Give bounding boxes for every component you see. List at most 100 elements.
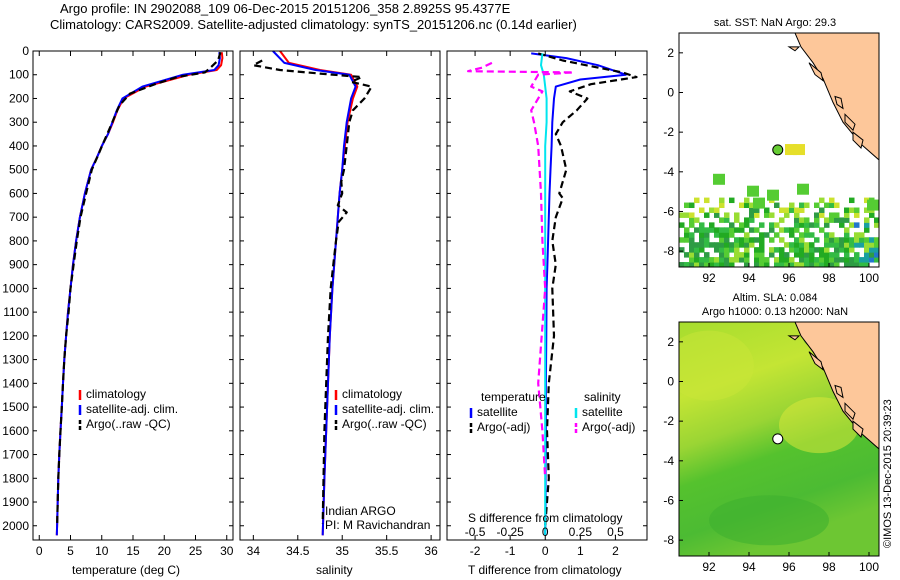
sst-pixel xyxy=(699,242,705,248)
sst-pixel xyxy=(824,222,830,228)
sst-pixel xyxy=(684,212,690,218)
series-line-argo-raw-qc- xyxy=(56,51,222,526)
y-tick-label: 200 xyxy=(9,91,29,105)
sst-pixel xyxy=(754,237,760,243)
sst-pixel xyxy=(684,262,690,267)
sst-pixel xyxy=(829,232,835,238)
x-tick-label: 35.5 xyxy=(375,544,399,558)
x-tick-label: 0 xyxy=(36,544,43,558)
sst-pixel xyxy=(794,247,800,253)
sst-pixel xyxy=(759,222,765,228)
sst-pixel xyxy=(867,199,879,211)
sst-map-panel: 92 94 96 98 100 -8 -6 -4 -2 0 2 xyxy=(663,32,880,285)
sst-pixel xyxy=(854,232,860,238)
sst-pixel xyxy=(774,257,780,263)
sst-pixel xyxy=(789,202,795,209)
sst-pixel xyxy=(849,262,855,267)
sst-pixel xyxy=(849,207,855,213)
sst-pixel xyxy=(759,262,765,267)
sst-pixel xyxy=(834,242,840,248)
sst-pixel xyxy=(744,247,750,253)
sst-pixel xyxy=(859,262,865,267)
sst-pixel xyxy=(834,217,840,223)
sst-pixel xyxy=(734,217,740,223)
sst-pixel xyxy=(704,197,710,204)
sst-pixel xyxy=(719,247,725,253)
sst-pixel xyxy=(704,257,710,263)
sst-pixel xyxy=(744,217,750,223)
sst-pixel xyxy=(849,247,855,253)
sst-pixel xyxy=(739,252,745,258)
sst-pixel xyxy=(824,242,830,248)
sst-pixel xyxy=(679,247,685,253)
sst-pixel xyxy=(694,217,700,223)
sst-pixel xyxy=(789,247,795,253)
sst-pixel xyxy=(694,257,700,263)
legend-label: satellite-adj. clim. xyxy=(342,402,434,416)
sst-pixel xyxy=(809,242,815,248)
sst-pixel xyxy=(799,257,805,263)
sst-pixel xyxy=(714,207,720,213)
map-x-tick-label: 98 xyxy=(822,271,836,285)
sst-pixel xyxy=(724,252,730,258)
sst-pixel xyxy=(834,262,840,267)
sst-pixel xyxy=(729,227,735,233)
sst-pixel xyxy=(689,237,695,243)
sst-pixel xyxy=(809,257,815,263)
y-tick-label: 500 xyxy=(9,163,29,177)
sst-pixel xyxy=(854,212,860,218)
sst-pixel xyxy=(824,247,830,253)
x-top-tick-label: -0.25 xyxy=(496,525,524,539)
sst-pixel xyxy=(754,257,760,263)
sst-pixel xyxy=(849,197,855,204)
sla-map-subtitle: Argo h1000: 0.13 h2000: NaN xyxy=(701,306,849,318)
sst-pixel xyxy=(704,212,710,218)
sst-pixel xyxy=(844,217,850,223)
sst-pixel xyxy=(759,232,765,238)
sst-pixel xyxy=(824,257,830,263)
difference-panel: -2 -1 0 1 2-0.5 -0.25 0 0.25 0.5temperaturesatel… xyxy=(446,50,648,558)
y-tick-label: 1300 xyxy=(2,353,29,367)
sst-pixel xyxy=(849,237,855,243)
sst-pixel xyxy=(799,202,805,209)
sst-pixel xyxy=(689,202,695,209)
sst-pixel xyxy=(719,242,725,248)
sst-pixel xyxy=(714,232,720,238)
sst-pixel xyxy=(694,247,700,253)
panel-annotation: Indian ARGO xyxy=(325,504,396,518)
x-tick-label: 30 xyxy=(220,544,234,558)
sst-pixel xyxy=(799,252,805,258)
sst-pixel xyxy=(709,227,715,233)
sst-pixel xyxy=(794,237,800,243)
sst-pixel xyxy=(699,222,705,228)
sst-pixel xyxy=(719,237,725,243)
sst-pixel xyxy=(749,212,755,218)
sst-pixel xyxy=(859,232,865,238)
sst-pixel xyxy=(839,257,845,263)
sst-pixel xyxy=(874,237,879,243)
sst-pixel xyxy=(779,237,785,243)
land-mass xyxy=(794,322,879,450)
sst-pixel xyxy=(709,242,715,248)
sst-pixel xyxy=(844,257,850,263)
sst-pixel xyxy=(824,202,830,209)
sst-pixel xyxy=(699,207,705,213)
sst-pixel xyxy=(864,252,870,258)
sst-pixel xyxy=(689,257,695,263)
sst-pixel xyxy=(854,257,860,263)
sst-pixel xyxy=(804,262,810,267)
sst-pixel xyxy=(834,237,840,243)
sst-pixel xyxy=(814,212,820,218)
sst-pixel xyxy=(684,252,690,258)
sst-pixel xyxy=(794,207,800,213)
legend-heading: salinity xyxy=(584,390,621,404)
sst-pixel xyxy=(729,232,735,238)
sst-pixel xyxy=(804,252,810,258)
sst-pixel xyxy=(724,227,730,233)
island xyxy=(808,62,824,82)
sst-pixel xyxy=(834,257,840,263)
sst-pixel xyxy=(689,252,695,258)
map-frame xyxy=(678,321,880,557)
sst-pixel xyxy=(834,252,840,258)
sst-pixel xyxy=(774,202,780,209)
